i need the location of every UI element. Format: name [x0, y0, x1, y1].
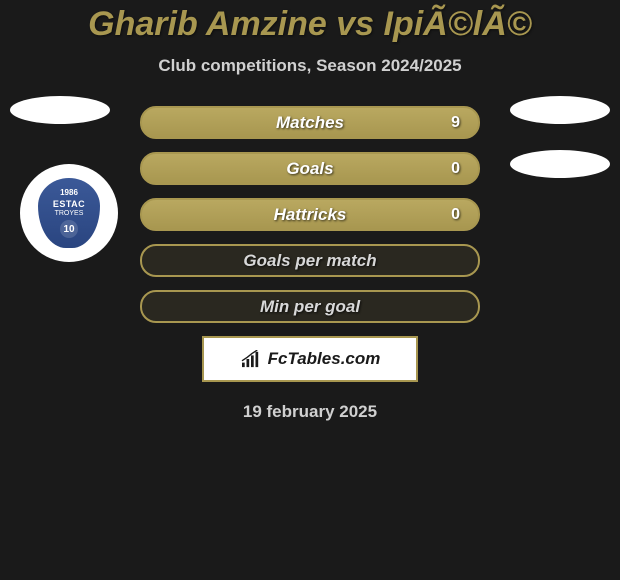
player-avatar-right-1	[510, 96, 610, 124]
stat-row-hattricks: Hattricks 0	[140, 198, 480, 231]
main-container: Gharib Amzine vs IpiÃ©lÃ© Club competiti…	[0, 0, 620, 422]
stat-label: Goals per match	[243, 251, 376, 271]
page-subtitle: Club competitions, Season 2024/2025	[0, 56, 620, 76]
stat-value: 0	[451, 160, 460, 178]
stat-row-goals-per-match: Goals per match	[140, 244, 480, 277]
stat-row-matches: Matches 9	[140, 106, 480, 139]
club-number: 10	[60, 220, 78, 238]
stat-label: Hattricks	[274, 205, 347, 225]
player-avatar-right-2	[510, 150, 610, 178]
club-name: ESTAC	[53, 199, 85, 209]
stats-rows: Matches 9 Goals 0 Hattricks 0 Goals per …	[140, 106, 480, 323]
brand-text: FcTables.com	[268, 349, 381, 369]
stat-row-goals: Goals 0	[140, 152, 480, 185]
stat-value: 0	[451, 206, 460, 224]
club-subname: TROYES	[55, 210, 84, 217]
brand-box[interactable]: FcTables.com	[202, 336, 418, 382]
chart-icon	[240, 350, 262, 368]
stat-label: Goals	[286, 159, 333, 179]
stat-label: Min per goal	[260, 297, 360, 317]
stats-area: 1986 ESTAC TROYES 10 Matches 9 Goals 0 H…	[0, 106, 620, 422]
stat-value: 9	[451, 114, 460, 132]
footer-date: 19 february 2025	[0, 402, 620, 422]
club-year: 1986	[60, 188, 78, 197]
club-logo: 1986 ESTAC TROYES 10	[20, 164, 118, 262]
player-avatar-left	[10, 96, 110, 124]
stat-row-min-per-goal: Min per goal	[140, 290, 480, 323]
club-logo-shield: 1986 ESTAC TROYES 10	[38, 178, 100, 248]
stat-label: Matches	[276, 113, 344, 133]
page-title: Gharib Amzine vs IpiÃ©lÃ©	[0, 5, 620, 44]
